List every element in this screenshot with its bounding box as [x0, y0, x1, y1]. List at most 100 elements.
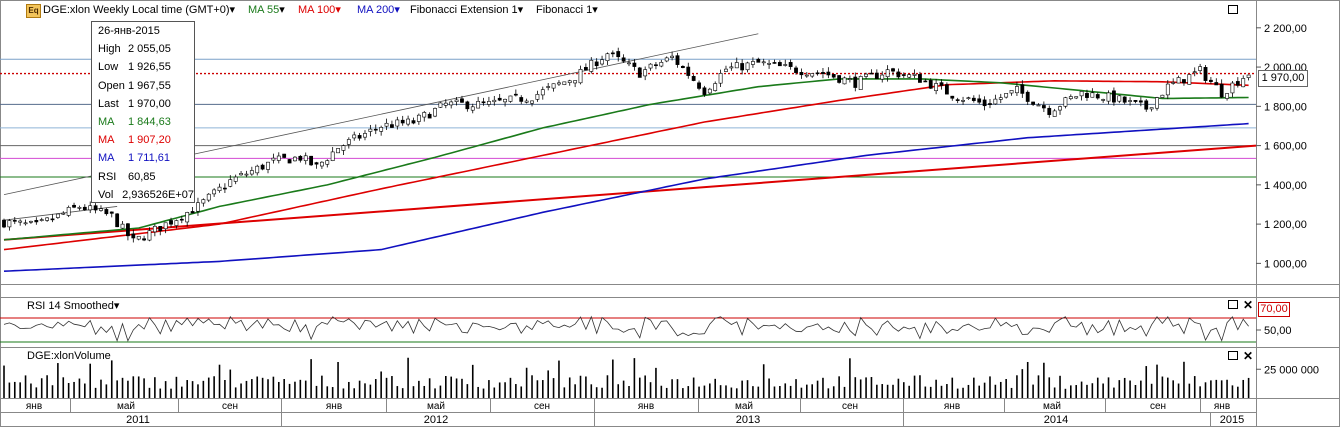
data-tooltip: 26-янв-2015 High 2 055,05 Low 1 926,55 Ope…: [91, 21, 195, 203]
candle-body: [691, 76, 696, 81]
candle-body: [1198, 66, 1203, 71]
chevron-down-icon[interactable]: ▾: [517, 4, 524, 16]
candle-body: [794, 67, 798, 73]
rsi-panel-title[interactable]: RSI 14 Smoothed▾: [27, 299, 119, 312]
candle-body: [934, 83, 939, 91]
candle-body: [1036, 104, 1041, 107]
chevron-down-icon[interactable]: ▾: [279, 4, 285, 16]
candle-body: [497, 97, 502, 101]
candle-body: [1182, 79, 1186, 84]
candle-body: [853, 76, 858, 88]
candle-body: [837, 75, 842, 83]
candle-body: [433, 108, 437, 117]
candle-body: [363, 133, 367, 138]
candle-body: [928, 80, 933, 89]
ma100-line: [3, 79, 1249, 251]
candle-body: [309, 155, 314, 166]
candle-body: [680, 65, 685, 68]
candle-body: [449, 101, 454, 106]
candle-body: [950, 95, 955, 99]
candle-body: [1128, 100, 1132, 102]
candle-body: [55, 213, 60, 218]
ma55-line: [3, 78, 1249, 241]
tooltip-value: 2 055,05: [128, 43, 171, 56]
candle-body: [61, 212, 66, 215]
chevron-down-icon[interactable]: ▾: [113, 300, 120, 312]
candle-body: [185, 212, 190, 223]
candle-body: [34, 220, 39, 223]
candle-body: [131, 233, 136, 239]
candle-body: [169, 220, 173, 225]
candle-body: [147, 230, 152, 241]
candle-body: [557, 82, 561, 85]
candle-body: [632, 62, 637, 67]
tooltip-value: 1 711,61: [128, 152, 171, 165]
month-label: янв: [26, 401, 42, 412]
candle-body: [896, 71, 901, 78]
candle-body: [1063, 97, 1068, 107]
candle-body: [697, 82, 701, 89]
chart-title[interactable]: DGE:xlon Weekly Local time (GMT+0)▾: [43, 3, 235, 16]
legend-ma55[interactable]: MA 55▾: [248, 3, 285, 16]
chevron-down-icon[interactable]: ▾: [229, 4, 236, 16]
candle-body: [244, 173, 249, 176]
close-icon[interactable]: ✕: [1243, 298, 1254, 312]
close-icon[interactable]: ✕: [1243, 349, 1254, 363]
chevron-down-icon[interactable]: ▾: [394, 4, 400, 16]
candle-body: [126, 223, 130, 237]
candle-body: [1225, 93, 1229, 99]
candle-body: [546, 86, 551, 88]
candle-body: [2, 219, 6, 228]
month-label: сен: [534, 401, 550, 412]
candle-body: [880, 74, 885, 80]
candle-body: [513, 93, 518, 96]
month-label: май: [427, 401, 445, 412]
app-icon[interactable]: Eq: [26, 4, 41, 18]
candle-body: [120, 223, 125, 229]
candle-body: [589, 59, 594, 72]
legend-ma100[interactable]: MA 100▾: [298, 3, 341, 16]
candle-body: [1085, 93, 1089, 98]
channel-lower-line: [3, 206, 118, 221]
candle-body: [955, 99, 960, 101]
candle-body: [939, 82, 944, 86]
chevron-down-icon[interactable]: ▾: [592, 4, 598, 16]
candle-body: [1004, 93, 1009, 98]
candle-body: [260, 164, 265, 170]
candle-body: [551, 83, 556, 89]
legend-ma200[interactable]: MA 200▾: [357, 3, 400, 16]
candle-body: [271, 157, 276, 161]
candle-body: [826, 71, 831, 76]
maximize-icon[interactable]: [1228, 351, 1238, 360]
candle-body: [664, 57, 669, 62]
candle-body: [869, 72, 874, 75]
candle-body: [804, 74, 809, 77]
candle-body: [729, 66, 734, 69]
rsi-tick-label: 50,00: [1264, 325, 1292, 337]
candle-body: [136, 235, 141, 240]
candle-body: [438, 102, 443, 108]
candle-body: [912, 73, 917, 76]
candle-body: [1176, 77, 1181, 84]
maximize-icon[interactable]: [1228, 5, 1238, 14]
maximize-icon[interactable]: [1228, 300, 1238, 309]
candle-body: [443, 102, 448, 106]
candle-body: [756, 58, 761, 63]
candle-body: [535, 94, 540, 100]
candle-body: [158, 226, 163, 232]
candle-body: [751, 61, 755, 65]
rsi-line: [3, 315, 1249, 343]
candle-body: [1160, 94, 1165, 98]
legend-fibonacci[interactable]: Fibonacci 1▾: [536, 3, 598, 16]
chevron-down-icon[interactable]: ▾: [335, 4, 341, 16]
candle-body: [594, 61, 599, 67]
candle-body: [314, 162, 319, 165]
candle-body: [341, 145, 346, 151]
ma200-line: [3, 122, 1249, 272]
candle-body: [352, 134, 357, 139]
legend-fib-extension[interactable]: Fibonacci Extension 1▾: [410, 3, 523, 16]
tooltip-row: MA 1 844,63: [92, 113, 194, 131]
tooltip-row: Vol 2,936526E+07: [92, 186, 194, 204]
